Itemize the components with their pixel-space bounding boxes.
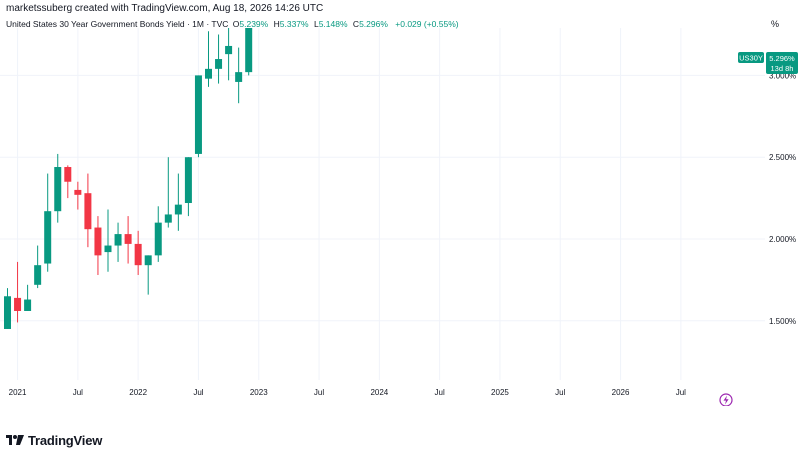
- candle-body: [235, 72, 243, 82]
- candle-body: [245, 28, 253, 73]
- legend-low-value: 5.148%: [318, 19, 348, 29]
- candle-body: [44, 211, 52, 264]
- x-tick-label: 2022: [129, 388, 147, 397]
- symbol-tag-bg: [738, 52, 764, 63]
- candlestick-chart-svg[interactable]: 1.500%2.000%2.500%3.000%3.500%4.000%4.50…: [0, 28, 800, 406]
- candle-body: [94, 227, 102, 256]
- price-tag-value: 5.296%: [769, 54, 795, 63]
- candle-body: [74, 189, 82, 195]
- x-tick-label: Jul: [314, 388, 324, 397]
- legend-open-label: O: [232, 19, 240, 29]
- candle-body: [54, 167, 62, 212]
- candle: [205, 31, 212, 87]
- lightning-icon[interactable]: [719, 393, 733, 406]
- x-tick-label: 2021: [9, 388, 27, 397]
- x-tick-label: Jul: [435, 388, 445, 397]
- candle: [134, 230, 142, 275]
- brand-name: TradingView: [28, 432, 103, 448]
- candle-body: [4, 296, 11, 329]
- candle: [225, 28, 233, 81]
- legend-close-value: 5.296%: [359, 19, 388, 29]
- candle: [84, 173, 92, 248]
- legend-close-label: C: [352, 19, 360, 29]
- candle-body: [194, 75, 202, 154]
- candle: [235, 47, 243, 104]
- candle: [184, 157, 192, 217]
- candles: [4, 28, 253, 329]
- candle: [124, 216, 132, 264]
- candle-body: [225, 45, 233, 55]
- tradingview-logo[interactable]: TradingView: [6, 432, 102, 448]
- candle-body: [84, 193, 92, 230]
- candle: [34, 245, 42, 289]
- candle: [215, 34, 223, 84]
- grid-lines: [0, 28, 765, 380]
- candle: [245, 28, 253, 76]
- symbol-tag-text: US30Y: [739, 54, 763, 63]
- candle-body: [124, 234, 132, 244]
- candle: [194, 75, 202, 158]
- candle-body: [114, 234, 122, 246]
- price-tag-countdown: 13d 8h: [771, 64, 794, 73]
- candle: [74, 181, 82, 210]
- candle-body: [205, 68, 212, 79]
- y-tick-label: 2.000%: [769, 235, 796, 244]
- candle-body: [154, 222, 162, 256]
- candle: [64, 165, 72, 199]
- candle-body: [215, 59, 223, 69]
- candle: [104, 209, 112, 272]
- candle-body: [134, 243, 142, 266]
- candle: [144, 255, 152, 295]
- x-tick-label: 2026: [612, 388, 630, 397]
- legend-title: United States 30 Year Government Bonds Y…: [6, 19, 229, 29]
- x-tick-label: Jul: [555, 388, 565, 397]
- chart-credit: marketssuberg created with TradingView.c…: [6, 3, 324, 14]
- candle-body: [24, 299, 32, 311]
- candle: [174, 173, 182, 231]
- x-tick-label: Jul: [73, 388, 83, 397]
- y-tick-label: 2.500%: [769, 153, 796, 162]
- x-tick-label: 2023: [250, 388, 268, 397]
- candle-body: [14, 297, 22, 311]
- y-tick-label: 3.000%: [769, 71, 796, 80]
- y-tick-label: 1.500%: [769, 317, 796, 326]
- candle-body: [104, 245, 112, 253]
- symbol-legend[interactable]: United States 30 Year Government Bonds Y…: [6, 19, 459, 29]
- time-axis[interactable]: 2021 Jul 2022 Jul 2023 Jul 2024 Jul 2025 Jul 2026 J…: [9, 388, 687, 397]
- legend-low-label: L: [313, 19, 319, 29]
- candle-body: [144, 255, 152, 266]
- price-unit-label: %: [771, 19, 780, 29]
- price-tag-bg: [766, 52, 798, 74]
- tradingview-logo-icon: [6, 435, 24, 445]
- legend-high-label: H: [273, 19, 280, 29]
- x-tick-label: 2024: [370, 388, 388, 397]
- candle-body: [34, 265, 42, 285]
- price-axis[interactable]: 1.500%2.000%2.500%3.000%3.500%4.000%4.50…: [769, 28, 796, 326]
- x-tick-label: Jul: [676, 388, 686, 397]
- candle-body: [174, 204, 182, 215]
- candle-body: [164, 214, 172, 223]
- candle: [44, 173, 52, 272]
- x-tick-label: Jul: [193, 388, 203, 397]
- candle: [54, 153, 62, 223]
- candle: [94, 216, 102, 275]
- candle: [14, 261, 22, 323]
- price-chart[interactable]: 1.500%2.000%2.500%3.000%3.500%4.000%4.50…: [0, 28, 800, 406]
- candle: [164, 157, 172, 228]
- candle-body: [64, 167, 72, 182]
- candle-body: [184, 157, 192, 204]
- candle: [4, 288, 11, 329]
- candle: [154, 206, 162, 262]
- legend-open-value: 5.239%: [239, 19, 269, 29]
- x-tick-label: 2025: [491, 388, 509, 397]
- candle: [114, 222, 122, 262]
- legend-change: +0.029 (+0.55%): [395, 19, 459, 29]
- last-price-tag: US30Y 5.296% 13d 8h: [738, 52, 798, 74]
- legend-high-value: 5.337%: [279, 19, 309, 29]
- candle: [24, 284, 32, 311]
